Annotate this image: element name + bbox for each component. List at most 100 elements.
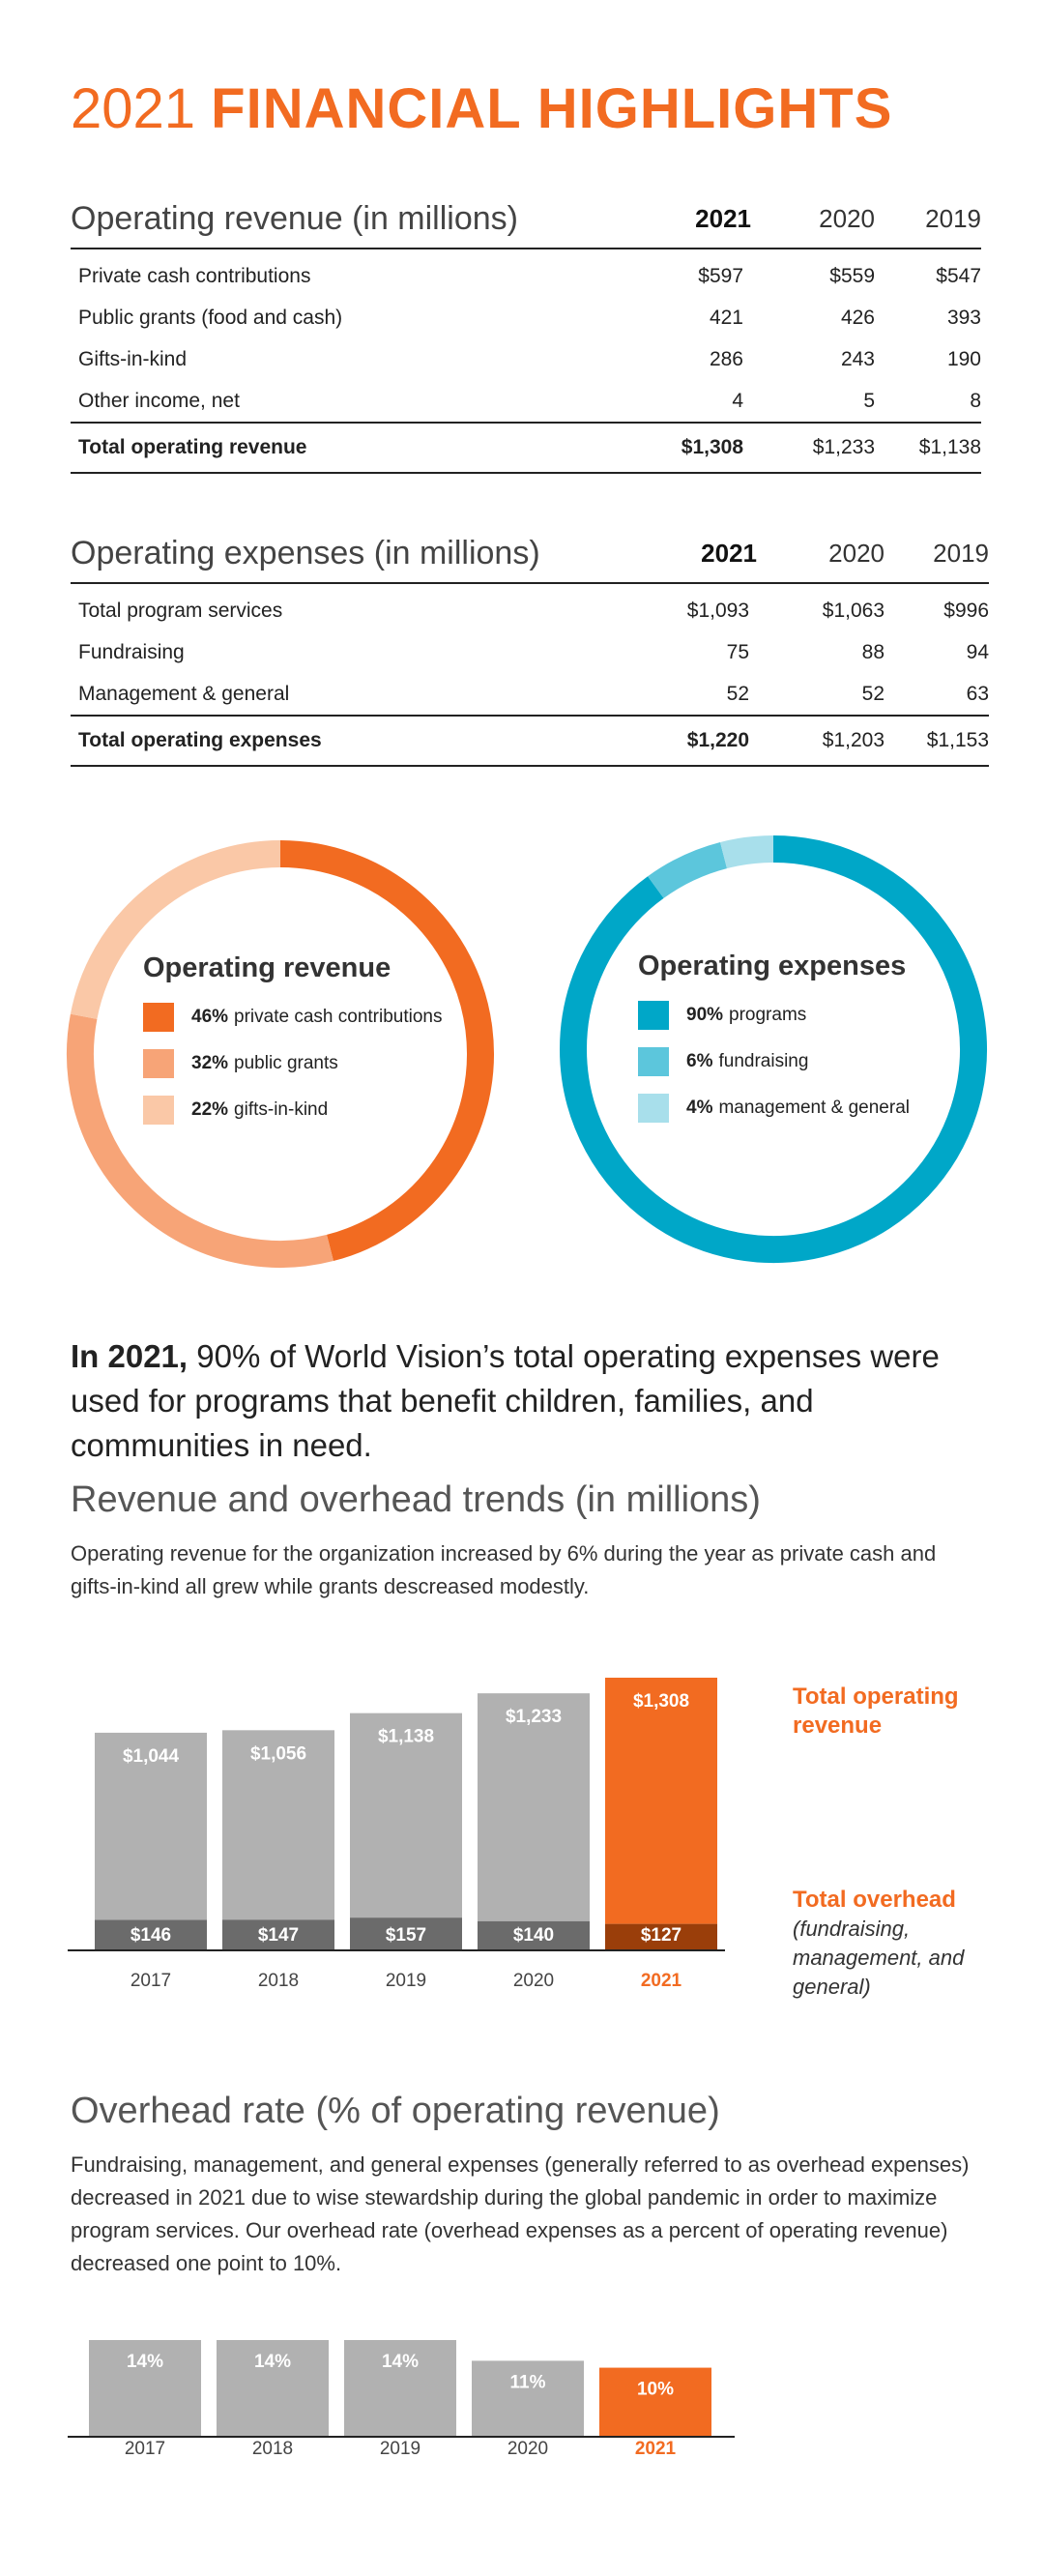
table-row: Public grants (food and cash) 421 426 39… [71, 297, 981, 338]
donut-segment [279, 840, 494, 1262]
highlight-statement: In 2021, 90% of World Vision’s total ope… [71, 1334, 999, 1468]
row-label: Private cash contributions [78, 264, 311, 287]
revenue-bar-label: $1,056 [250, 1743, 306, 1764]
revenue-donut-title: Operating revenue [143, 952, 392, 983]
axis-tick-label: 2019 [379, 2439, 421, 2459]
statement-text: 90% of World Vision’s total operating ex… [71, 1338, 940, 1463]
overhead-rate-bar [599, 2367, 711, 2437]
row-label: Management & general [78, 682, 290, 705]
axis-tick-label: 2021 [640, 1971, 682, 1991]
legend-item: 22% gifts-in-kind [143, 1087, 462, 1133]
table-row: Other income, net 4 5 8 [71, 380, 981, 423]
axis-tick-label: 2017 [130, 1971, 172, 1991]
row-label: Public grants (food and cash) [78, 306, 343, 329]
title-year: 2021 [71, 77, 196, 140]
overhead-rate-bar [89, 2340, 201, 2437]
legend-swatch [638, 1001, 669, 1030]
trends-x-axis: 2017 2018 2019 2020 2021 [68, 1971, 725, 2000]
total-2019: $1,138 [875, 422, 981, 474]
expense-table: Operating expenses (in millions) 2021 20… [71, 524, 989, 767]
overhead-bar-label: $157 [386, 1925, 426, 1946]
revenue-series-label: Total operating revenue [793, 1683, 959, 1739]
revenue-bar [95, 1732, 207, 1920]
table-row: Fundraising 75 88 94 [71, 631, 989, 673]
overhead-bar [222, 1919, 334, 1950]
overhead-bar [478, 1920, 590, 1950]
overhead-bar-label: $147 [258, 1925, 299, 1946]
table-row: Total program services $1,093 $1,063 $99… [71, 583, 989, 631]
expense-donut-title: Operating expenses [638, 951, 907, 981]
legend-value: 46% [191, 1007, 229, 1027]
legend-value: 22% [191, 1099, 229, 1120]
overhead-bar [605, 1923, 717, 1950]
cell-2020: 243 [840, 347, 875, 370]
legend-value: 32% [191, 1053, 229, 1073]
cell-2021: 52 [726, 682, 749, 705]
cell-2019: $547 [936, 264, 981, 287]
legend-swatch [143, 1003, 174, 1032]
donut-segment [67, 1013, 334, 1268]
legend-item: 4% management & general [638, 1085, 967, 1131]
expense-donut-chart [560, 835, 987, 1263]
cell-2021: 75 [726, 640, 749, 663]
cell-2019: $996 [943, 599, 989, 622]
revenue-year-2020: 2020 [751, 190, 875, 249]
table-row: Management & general 52 52 63 [71, 673, 989, 716]
row-label: Fundraising [78, 640, 185, 663]
revenue-year-2021: 2021 [631, 190, 751, 249]
row-label: Gifts-in-kind [78, 347, 188, 370]
cell-2020: $559 [829, 264, 875, 287]
revenue-bar-label: $1,308 [633, 1691, 689, 1712]
cell-2021: 286 [709, 347, 743, 370]
overhead-bar-label: $127 [641, 1925, 682, 1946]
revenue-donut-chart [67, 840, 494, 1268]
legend-item: 46% private cash contributions [143, 994, 462, 1040]
axis-tick-label: 2017 [124, 2439, 166, 2459]
cell-2020: 52 [861, 682, 884, 705]
legend-label: private cash contributions [234, 1007, 443, 1027]
legend-swatch [638, 1094, 669, 1123]
cell-2019: 63 [966, 682, 989, 705]
axis-tick-label: 2021 [634, 2439, 677, 2459]
legend-swatch [143, 1049, 174, 1078]
overhead-rate-label: 14% [127, 2352, 163, 2372]
legend-item: 6% fundraising [638, 1039, 967, 1085]
total-2019: $1,153 [884, 715, 989, 767]
legend-label: public grants [234, 1053, 338, 1073]
donut-segment [720, 835, 774, 869]
donut-segment [560, 835, 987, 1263]
axis-tick-label: 2018 [257, 1971, 300, 1991]
overhead-bar-label: $146 [130, 1925, 171, 1946]
expense-donut-legend: Operating expenses 90% programs 6% fundr… [638, 951, 967, 1131]
cell-2019: 393 [946, 306, 981, 329]
overhead-rate-label: 14% [254, 2352, 291, 2372]
total-2021: $1,308 [631, 422, 751, 474]
axis-tick-label: 2020 [512, 1971, 555, 1991]
legend-item: 32% public grants [143, 1040, 462, 1087]
legend-item: 90% programs [638, 992, 967, 1039]
cell-2021: 421 [709, 306, 743, 329]
expense-table-caption: Operating expenses (in millions) [71, 524, 631, 584]
revenue-donut-legend: Operating revenue 46% private cash contr… [143, 952, 462, 1133]
axis-tick-label: 2020 [507, 2439, 549, 2459]
revenue-bar [222, 1730, 334, 1920]
overhead-series-description: (fundraising, management, and general) [793, 1917, 965, 1999]
table-row: Gifts-in-kind 286 243 190 [71, 338, 981, 380]
overhead-rate-bar [472, 2360, 584, 2437]
legend-label: management & general [718, 1098, 910, 1118]
overhead-x-axis: 2017 2018 2019 2020 2021 [68, 2439, 735, 2468]
trends-title: Revenue and overhead trends (in millions… [71, 1479, 761, 1520]
revenue-bar [350, 1712, 462, 1918]
overhead-rate-bar [217, 2340, 329, 2437]
cell-2020: $1,063 [822, 599, 884, 622]
total-label: Total operating revenue [71, 422, 631, 474]
overhead-description: Fundraising, management, and general exp… [71, 2152, 970, 2275]
axis-tick-label: 2018 [251, 2439, 294, 2459]
legend-value: 90% [686, 1005, 724, 1025]
legend-value: 6% [686, 1051, 713, 1071]
cell-2019: 8 [970, 389, 981, 412]
total-row: Total operating revenue $1,308 $1,233 $1… [71, 422, 981, 474]
expense-year-2020: 2020 [757, 524, 884, 584]
overhead-bar [95, 1919, 207, 1950]
overhead-rate-bar [344, 2340, 456, 2437]
